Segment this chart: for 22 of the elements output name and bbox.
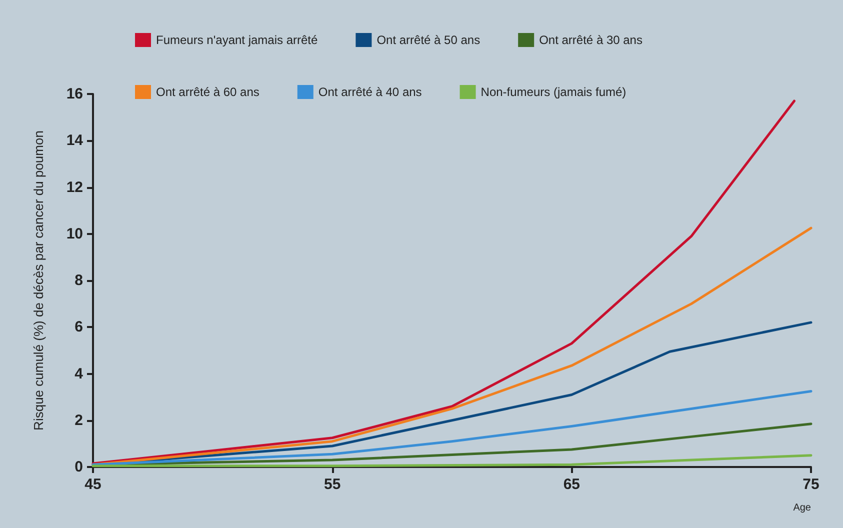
y-tick-label: 6 xyxy=(74,318,83,336)
legend-label: Ont arrêté à 50 ans xyxy=(376,33,480,47)
line-series xyxy=(92,100,796,465)
x-axis-title: Age xyxy=(793,502,812,514)
y-axis-title: Risque cumulé (%) de décès par cancer du poumon xyxy=(31,130,46,430)
legend-label: Non-fumeurs (jamais fumé) xyxy=(480,85,626,99)
legend-label: Ont arrêté à 30 ans xyxy=(539,33,642,47)
y-tick-label: 4 xyxy=(74,365,84,382)
y-tick-label: 14 xyxy=(66,132,84,150)
y-tick-label: 2 xyxy=(74,412,83,429)
y-tick-label: 12 xyxy=(66,178,83,196)
y-tick-label: 8 xyxy=(74,272,83,289)
y-tick-label: 10 xyxy=(66,225,83,242)
y-tick-label: 0 xyxy=(74,458,83,476)
x-tick-label: 45 xyxy=(84,476,102,493)
x-tick-label: 75 xyxy=(802,476,820,493)
x-tick-label: 65 xyxy=(563,476,580,493)
x-tick-label: 55 xyxy=(324,476,341,493)
y-tick-label: 16 xyxy=(66,86,83,102)
legend-label: Fumeurs n'ayant jamais arrêté xyxy=(156,33,318,47)
legend-label: Ont arrêté à 40 ans xyxy=(318,85,422,99)
legend-label: Ont arrêté à 60 ans xyxy=(156,85,260,99)
